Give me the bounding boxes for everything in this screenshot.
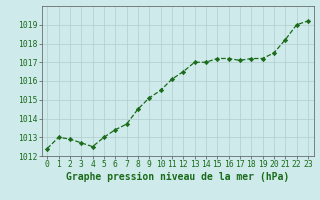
X-axis label: Graphe pression niveau de la mer (hPa): Graphe pression niveau de la mer (hPa) xyxy=(66,172,289,182)
